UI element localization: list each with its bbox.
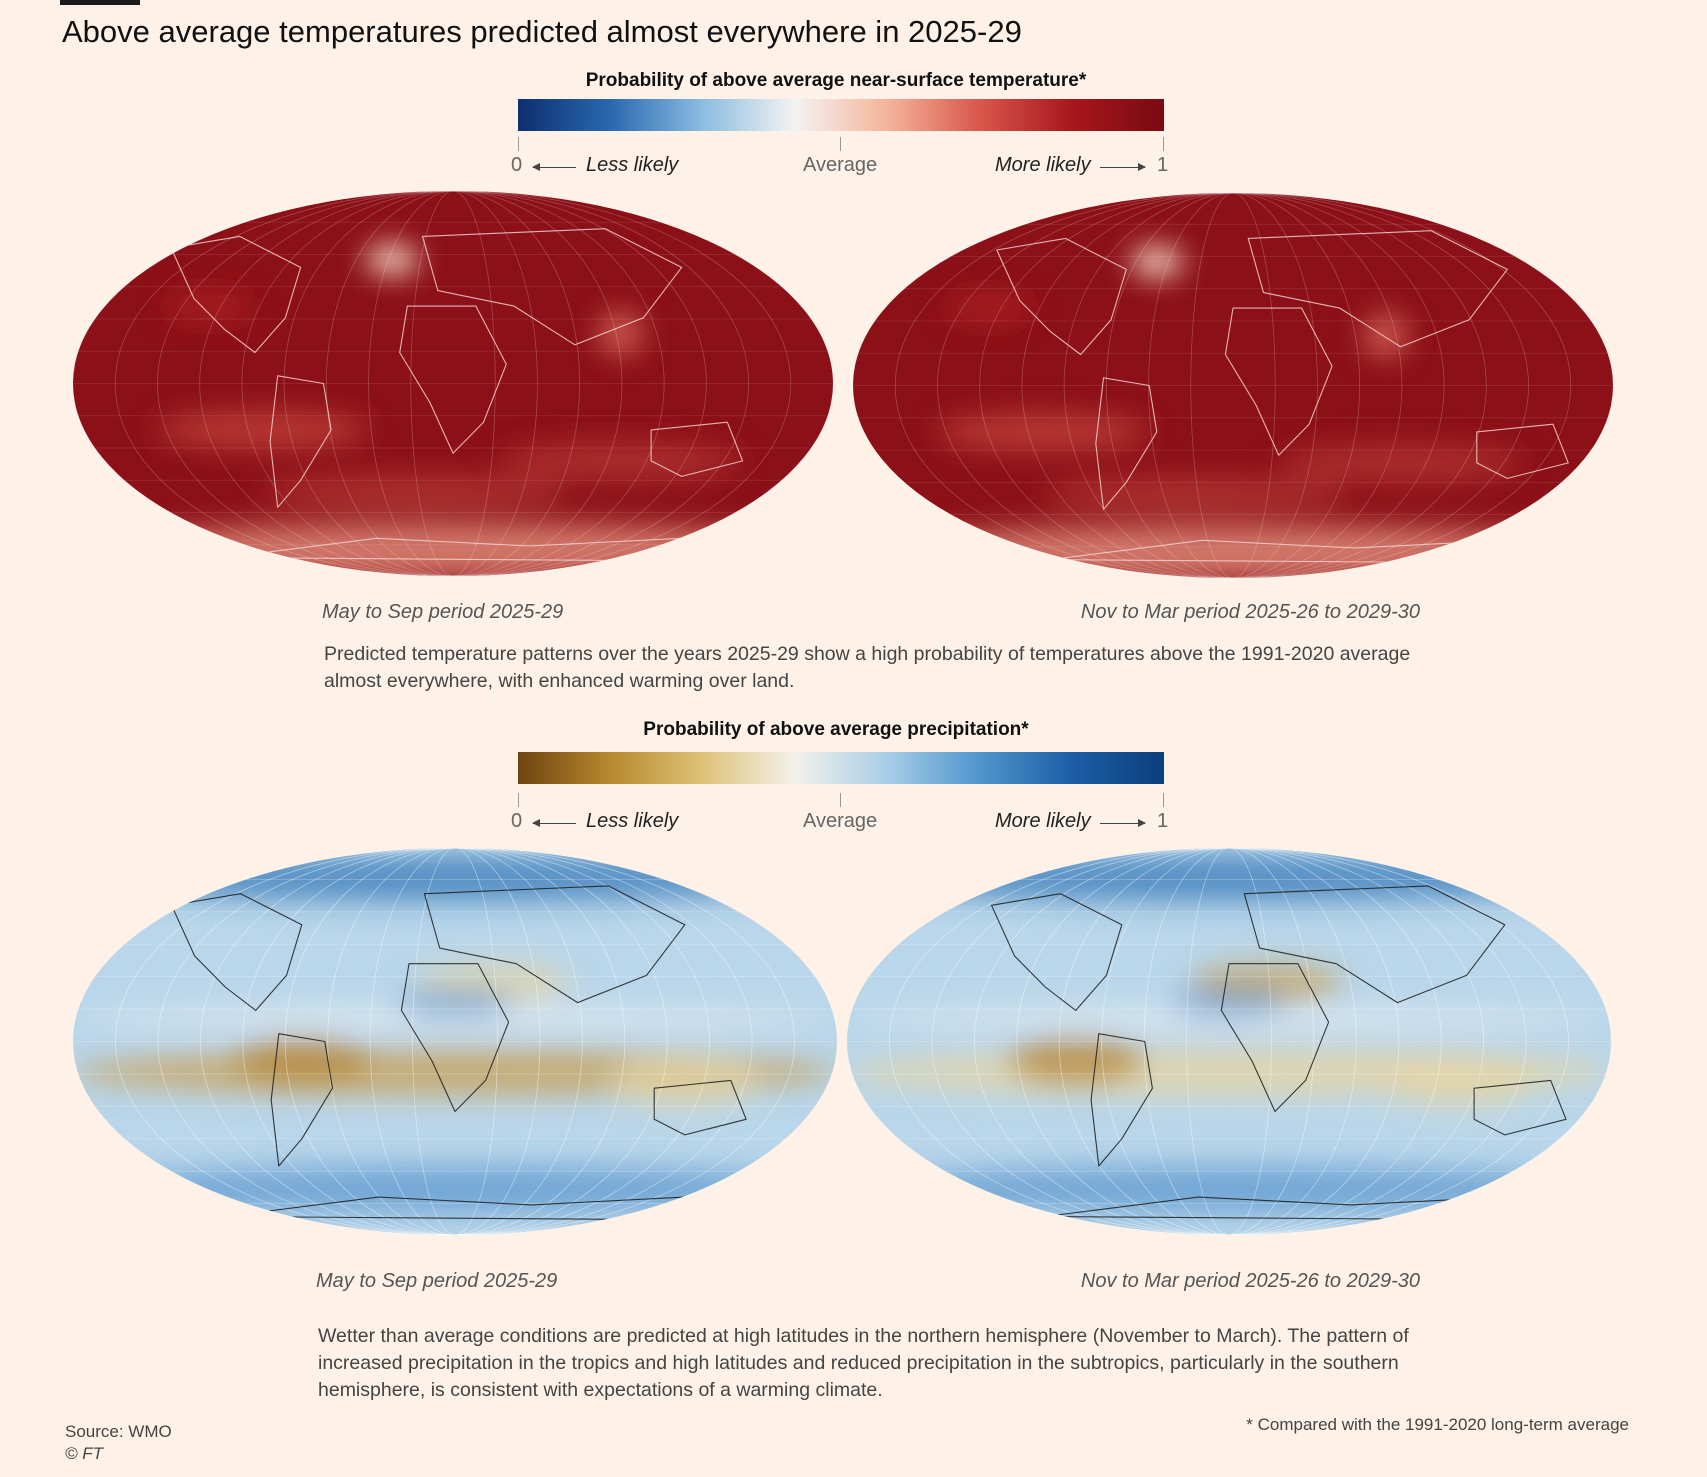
- precipitation-average-label: Average: [803, 810, 878, 832]
- temperature-description: Predicted temperature patterns over the …: [324, 643, 1411, 692]
- footnote: * Compared with the 1991-2020 long-term …: [1246, 1415, 1629, 1434]
- precipitation-right-period-label: Nov to Mar period 2025-26 to 2029-30: [1080, 1270, 1420, 1292]
- temperature-scale-min-tick: [518, 137, 519, 151]
- more-likely-arrow-icon: [1100, 163, 1146, 171]
- temperature-right-period-label: Nov to Mar period 2025-26 to 2029-30: [1080, 601, 1420, 623]
- temperature-scale-mid-tick: [840, 137, 841, 151]
- precipitation-scale-max-tick: [1163, 793, 1164, 807]
- temperature-average-label: Average: [803, 154, 878, 176]
- credit-label: © FT: [65, 1444, 104, 1463]
- less-likely-arrow-icon: [532, 819, 576, 827]
- precipitation-less-likely-label: Less likely: [586, 810, 679, 832]
- source-label: Source: WMO: [65, 1422, 172, 1441]
- precipitation-scale-max-label: 1: [1157, 810, 1169, 832]
- precipitation-scale-mid-tick: [840, 793, 841, 807]
- temperature-less-likely-label: Less likely: [586, 154, 679, 176]
- temperature-scale-min-label: 0: [511, 154, 523, 176]
- temperature-left-period-label: May to Sep period 2025-29: [322, 601, 564, 623]
- precipitation-map-nov-mar: [847, 848, 1611, 1235]
- top-accent-bar: [60, 0, 140, 5]
- temperature-map-nov-mar: [853, 193, 1613, 578]
- temperature-more-likely-label: More likely: [995, 154, 1091, 176]
- more-likely-arrow-icon: [1100, 819, 1146, 827]
- precipitation-map-may-sep: [73, 848, 837, 1235]
- temperature-map-may-sep: [73, 191, 833, 576]
- precipitation-more-likely-label: More likely: [995, 810, 1091, 832]
- less-likely-arrow-icon: [532, 163, 576, 171]
- precipitation-left-period-label: May to Sep period 2025-29: [316, 1270, 558, 1292]
- precipitation-scale-min-tick: [518, 793, 519, 807]
- precipitation-color-scale: [518, 752, 1164, 784]
- precipitation-description: Wetter than average conditions are predi…: [318, 1325, 1409, 1401]
- temperature-scale-max-label: 1: [1157, 154, 1169, 176]
- precipitation-legend-title: Probability of above average precipitati…: [643, 719, 1029, 740]
- precipitation-scale-min-label: 0: [511, 810, 523, 832]
- page-title: Above average temperatures predicted alm…: [62, 14, 1022, 49]
- temperature-color-scale: [518, 99, 1164, 131]
- temperature-scale-max-tick: [1163, 137, 1164, 151]
- temperature-legend-title: Probability of above average near-surfac…: [585, 70, 1087, 91]
